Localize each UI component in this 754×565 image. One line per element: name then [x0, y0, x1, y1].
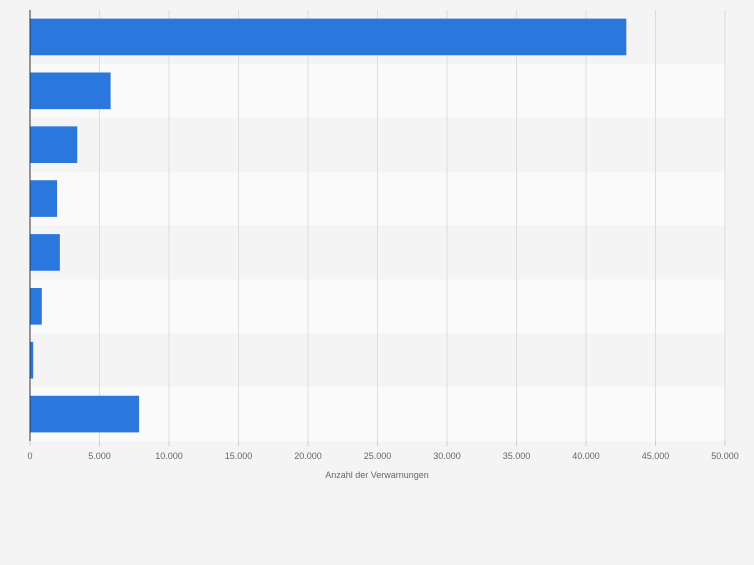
gridlines: [99, 10, 726, 441]
x-axis-title: Anzahl der Verwarnungen: [325, 470, 429, 480]
x-tick-label: 20.000: [294, 451, 322, 461]
x-tick-label: 10.000: [155, 451, 183, 461]
x-tick-label: 15.000: [225, 451, 253, 461]
x-tick-label: 0: [27, 451, 32, 461]
bar: [30, 395, 140, 433]
x-tick-label: 30.000: [433, 451, 461, 461]
bar: [30, 341, 34, 379]
x-tick-label: 35.000: [503, 451, 531, 461]
bar: [30, 72, 111, 110]
x-tick-label: 45.000: [642, 451, 670, 461]
bar: [30, 234, 60, 271]
x-tick-label: 40.000: [572, 451, 600, 461]
bar: [30, 126, 78, 164]
bar: [30, 287, 42, 325]
x-tick-label: 25.000: [364, 451, 392, 461]
x-tick-label: 5.000: [88, 451, 111, 461]
x-tick-label: 50.000: [711, 451, 739, 461]
bars: [30, 18, 627, 433]
bar: [30, 18, 627, 56]
bar: [30, 180, 58, 217]
x-tick-labels: 0 5.000 10.000 15.000 20.000 25.000 30.000 35.0…: [27, 441, 739, 461]
